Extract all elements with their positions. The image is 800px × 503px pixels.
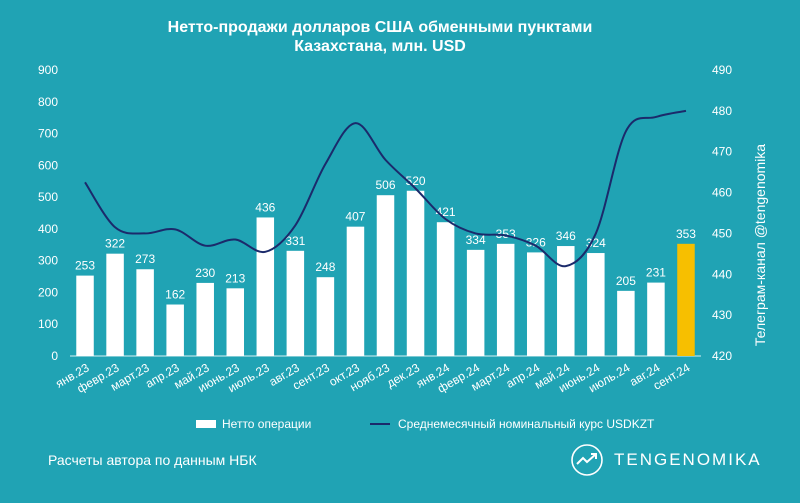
bar-value-label: 334 bbox=[466, 233, 486, 247]
legend-line-label: Среднемесячный номинальный курс USDKZT bbox=[398, 417, 655, 431]
bar-value-label: 230 bbox=[195, 266, 215, 280]
bar bbox=[166, 304, 184, 356]
right-tick-label: 420 bbox=[712, 349, 732, 363]
bar bbox=[557, 246, 575, 356]
right-tick-label: 450 bbox=[712, 226, 732, 240]
bar-value-label: 326 bbox=[526, 235, 546, 249]
x-tick-labels: янв.23февр.23март.23апр.23май.23июнь.23и… bbox=[53, 360, 693, 395]
bar-value-label: 273 bbox=[135, 252, 155, 266]
x-tick-label: дек.23 bbox=[384, 360, 422, 390]
bar bbox=[436, 222, 455, 356]
legend: Нетто операции Среднемесячный номинальны… bbox=[196, 417, 655, 431]
bar bbox=[76, 275, 94, 356]
bar bbox=[617, 290, 635, 356]
bar bbox=[196, 282, 214, 356]
bar bbox=[256, 217, 275, 356]
bar-value-label: 322 bbox=[105, 237, 125, 251]
bar-value-label: 253 bbox=[75, 259, 95, 273]
left-tick-label: 500 bbox=[38, 190, 58, 204]
bar-value-label: 506 bbox=[375, 178, 395, 192]
right-axis: 420 430 440 450 460 470 480 490 bbox=[712, 63, 732, 363]
bar bbox=[587, 253, 605, 356]
bar-value-label: 407 bbox=[345, 210, 365, 224]
left-tick-label: 200 bbox=[38, 285, 58, 299]
bar bbox=[496, 243, 515, 356]
bar-value-label: 205 bbox=[616, 274, 636, 288]
bar bbox=[526, 252, 545, 356]
left-tick-label: 900 bbox=[38, 63, 58, 77]
bar-value-label: 162 bbox=[165, 288, 185, 302]
bar-value-label: 353 bbox=[676, 227, 696, 241]
bar bbox=[406, 190, 425, 356]
chart: Нетто-продажи долларов США обменными пун… bbox=[38, 19, 768, 431]
brand-logo: TENGENOMIKA bbox=[570, 443, 762, 477]
chart-line-icon bbox=[571, 444, 603, 476]
bar bbox=[466, 249, 485, 356]
brand-name: TENGENOMIKA bbox=[614, 450, 762, 469]
left-tick-label: 600 bbox=[38, 158, 58, 172]
right-axis-label: Телеграм-канал @tengenomika bbox=[752, 144, 768, 346]
bar-value-label: 346 bbox=[556, 229, 576, 243]
right-tick-label: 490 bbox=[712, 63, 732, 77]
rate-line bbox=[84, 109, 687, 268]
left-tick-label: 700 bbox=[38, 127, 58, 141]
left-axis: 0 100 200 300 400 500 600 700 800 900 bbox=[38, 63, 58, 363]
bar-value-label: 436 bbox=[255, 200, 275, 214]
chart-title-line-2: Казахстана, млн. USD bbox=[294, 38, 466, 55]
bar bbox=[316, 277, 335, 356]
bar bbox=[136, 269, 154, 356]
bar-value-label: 331 bbox=[285, 234, 305, 248]
source-note: Расчеты автора по данным НБК bbox=[48, 452, 257, 468]
bar-value-label: 231 bbox=[646, 266, 666, 280]
right-tick-label: 430 bbox=[712, 308, 732, 322]
right-tick-label: 480 bbox=[712, 104, 732, 118]
left-tick-label: 800 bbox=[38, 95, 58, 109]
bar bbox=[346, 226, 365, 356]
bar-value-label: 324 bbox=[586, 236, 606, 250]
chart-title-line-1: Нетто-продажи долларов США обменными пун… bbox=[168, 19, 593, 36]
left-tick-label: 100 bbox=[38, 317, 58, 331]
bar-value-label: 213 bbox=[225, 271, 245, 285]
left-tick-label: 400 bbox=[38, 222, 58, 236]
right-tick-label: 440 bbox=[712, 267, 732, 281]
bar bbox=[376, 195, 395, 356]
bar-series bbox=[76, 190, 695, 356]
bar bbox=[286, 250, 305, 356]
right-tick-label: 470 bbox=[712, 145, 732, 159]
left-tick-label: 0 bbox=[51, 349, 58, 363]
right-tick-label: 460 bbox=[712, 186, 732, 200]
legend-bar-swatch bbox=[196, 420, 216, 428]
left-tick-label: 300 bbox=[38, 254, 58, 268]
bar bbox=[226, 288, 245, 356]
bar bbox=[647, 282, 665, 356]
legend-bar-label: Нетто операции bbox=[222, 417, 311, 431]
bar bbox=[677, 243, 695, 356]
bar bbox=[106, 253, 124, 356]
bar-value-label: 248 bbox=[315, 260, 335, 274]
